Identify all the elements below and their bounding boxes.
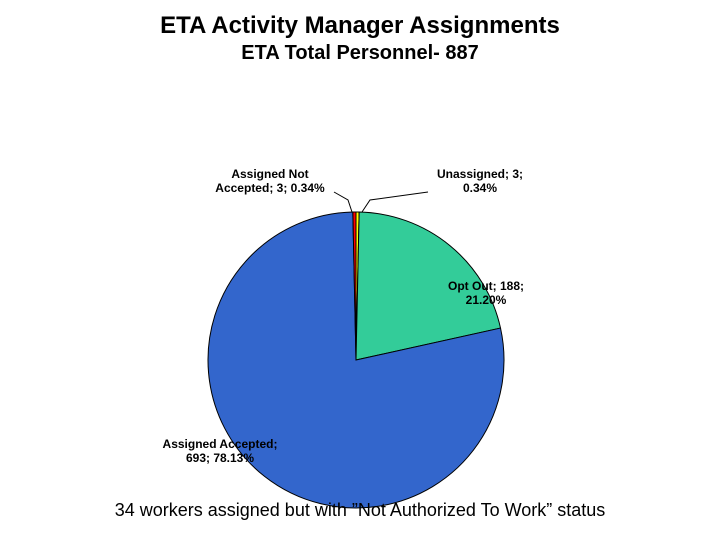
chart-title: ETA Activity Manager Assignments [0,12,720,40]
leader-unassigned [362,192,428,212]
footer-note: 34 workers assigned but with ”Not Author… [0,500,720,521]
pie-chart: Unassigned; 3;0.34% Opt Out; 188;21.20% As… [0,70,720,470]
slice-label-unassigned: Unassigned; 3;0.34% [420,168,540,196]
pie-svg [0,70,720,540]
slice-label-assigned_not_accepted: Assigned NotAccepted; 3; 0.34% [200,168,340,196]
page-root: ETA Activity Manager Assignments ETA Tot… [0,0,720,540]
chart-subtitle: ETA Total Personnel- 887 [0,42,720,65]
slice-label-opt_out: Opt Out; 188;21.20% [426,280,546,308]
slice-label-assigned_accepted: Assigned Accepted;693; 78.13% [140,438,300,466]
